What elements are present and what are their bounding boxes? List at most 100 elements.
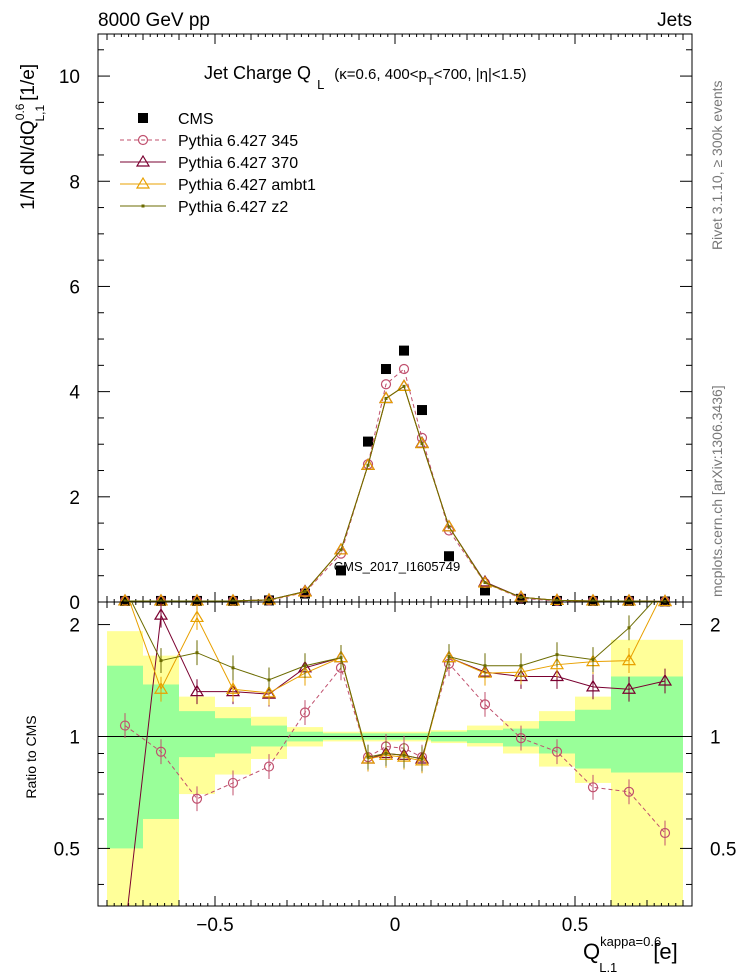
ratio-y-tick-label-right: 1 [710,727,721,748]
main-series-point-0 [444,551,454,562]
plot-title-sub: L [317,77,324,92]
ratio-series-point-3 [119,583,131,593]
ratio-y-tick-label: 2 [69,616,80,637]
main-panel: 0 2 4 6 8 10 CMS_2017_I1605749 [59,33,693,614]
ratio-series-point-1 [587,782,599,793]
ratio-series-point-4 [339,656,343,660]
ratio-series-point-3 [549,657,565,670]
ratio-series-point-4 [231,666,235,670]
main-series-point-4 [663,599,667,603]
main-series-point-3 [585,593,601,606]
uncertainty-band-green-2 [179,711,215,758]
x-axis-label: Qkappa=0.6 L,1 [e] [583,934,678,972]
y-tick-label: 0 [69,593,80,614]
mcplots-label: mcplots.cern.ch [arXiv:1306.3436] [709,385,725,597]
main-series-point-0 [363,436,373,447]
main-series-point-4 [447,525,451,529]
ratio-series-point-4 [384,752,388,756]
main-y-axis-label-unit: [1/e] [18,64,39,101]
main-series-point-4 [267,598,271,602]
legend-label-3: Pythia 6.427 ambt1 [178,177,316,194]
ratio-series-point-4 [159,659,163,663]
main-series-point-3 [297,584,313,597]
uncertainty-band-green-3 [215,718,251,754]
ratio-series-point-1 [191,793,203,804]
y-tick-label: 2 [69,488,80,509]
ratio-series-point-1 [551,746,563,757]
main-series-point-4 [591,599,595,603]
main-series-point-0 [417,405,427,416]
x-tick-label: −0.5 [196,915,234,936]
ratio-series-point-2 [621,682,637,694]
main-series-point-4 [123,599,127,603]
main-series-point-4 [420,442,424,446]
ratio-series-point-4 [591,658,595,662]
watermark-label: CMS_2017_I1605749 [334,559,461,574]
legend-label-2: Pythia 6.427 370 [178,155,298,172]
main-series-point-0 [399,345,409,356]
plot-title-main: Jet Charge Q [204,63,311,83]
ratio-series-point-2 [189,684,205,697]
main-series-point-4 [627,599,631,603]
main-series-point-4 [402,384,406,388]
legend: CMS Pythia 6.427 345 Pythia 6.427 370 Pythi… [120,111,316,216]
ratio-series-line-4 [131,602,654,760]
ratio-series-line-3 [129,602,659,762]
main-y-axis-label: 1/N dN/dQ0.6 L,1 [1/e] [13,64,47,210]
ratio-series-point-4 [366,755,370,759]
x-axis-label-sub: L,1 [599,960,617,972]
main-y-axis-label-sub: L,1 [33,105,47,122]
main-y-axis-label-sup: 0.6 [13,103,27,120]
ratio-series-point-4 [402,753,406,757]
main-series-point-1 [398,363,410,375]
ratio-series-point-1 [263,761,275,772]
ratio-series-point-3 [225,682,241,694]
x-axis-label-main: Q [583,939,600,964]
legend-label-1: Pythia 6.427 345 [178,133,298,150]
ratio-series-point-1 [515,733,527,744]
ratio-series-group [119,583,673,906]
x-tick-label: 0.5 [562,915,588,936]
header-energy-label: 8000 GeV pp [98,10,210,31]
legend-marker-2 [135,154,151,167]
ratio-y-axis-label: Ratio to CMS [23,715,39,798]
ratio-series-point-4 [664,587,667,590]
main-series-point-4 [195,599,199,603]
ratio-panel: −0.5 0 0.5 0.5 0.5 1 1 2 2 [54,583,736,936]
ratio-series-point-4 [447,655,451,659]
y-tick-label: 6 [69,277,80,298]
ratio-series-point-4 [555,653,559,657]
main-series-point-3 [378,391,394,404]
ratio-series-point-4 [420,757,424,761]
main-series-point-3 [360,458,376,470]
legend-marker-1 [137,134,149,146]
ratio-series-point-3 [261,685,277,698]
legend-label-0: CMS [178,111,214,128]
main-series-point-3 [189,593,205,606]
ratio-series-point-4 [627,626,631,630]
plot-title-details-sub: T [427,76,434,88]
main-series-point-0 [336,565,346,576]
x-tick-label: 0 [390,915,401,936]
legend-marker-0 [138,113,148,123]
ratio-series-point-4 [303,664,307,668]
main-series-point-0 [480,585,490,596]
main-series-point-4 [231,599,235,603]
main-series-point-3 [396,379,412,391]
ratio-y-tick-label-right: 0.5 [710,839,736,860]
ratio-series-point-1 [659,827,671,839]
ratio-series-point-2 [153,607,169,620]
legend-marker-4 [141,204,145,208]
ratio-series-point-4 [483,664,487,668]
y-tick-label: 4 [69,383,80,404]
main-series-point-3 [225,593,241,606]
ratio-series-point-4 [195,651,199,655]
ratio-series-point-1 [623,786,635,797]
main-series-point-3 [657,594,673,607]
header-process-label: Jets [657,10,692,31]
ratio-series-point-1 [299,707,311,718]
ratio-series-point-4 [267,678,271,682]
legend-label-4: Pythia 6.427 z2 [178,199,288,216]
plot-title-details-end: <700, |η|<1.5) [434,66,527,83]
